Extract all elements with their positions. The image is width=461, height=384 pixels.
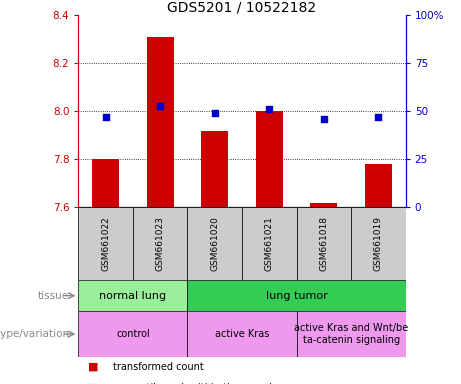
Title: GDS5201 / 10522182: GDS5201 / 10522182 [167,0,317,14]
Point [102,114,109,120]
Text: tissue: tissue [38,291,69,301]
Text: transformed count: transformed count [113,362,204,372]
Point [266,106,273,113]
Text: percentile rank within the sample: percentile rank within the sample [113,383,278,384]
Point [320,116,327,122]
Bar [92,159,119,207]
Point [211,110,219,116]
Bar [365,164,392,207]
Bar [242,207,296,280]
Bar [133,207,188,280]
Point [157,103,164,109]
Text: GSM661022: GSM661022 [101,217,110,271]
Text: lung tumor: lung tumor [266,291,327,301]
Point [375,114,382,120]
Text: control: control [116,329,150,339]
Bar [201,131,228,207]
Text: active Kras: active Kras [215,329,269,339]
Bar [256,111,283,207]
Bar [78,311,188,357]
Text: ■: ■ [88,362,98,372]
Bar [296,311,406,357]
Bar [78,207,133,280]
Bar [78,280,188,311]
Bar [310,202,337,207]
Text: active Kras and Wnt/be
ta-catenin signaling: active Kras and Wnt/be ta-catenin signal… [294,323,408,345]
Bar [188,311,296,357]
Text: GSM661020: GSM661020 [210,217,219,271]
Bar [188,280,406,311]
Bar [188,207,242,280]
Text: normal lung: normal lung [100,291,166,301]
Text: GSM661023: GSM661023 [156,217,165,271]
Text: GSM661018: GSM661018 [319,216,328,271]
Text: GSM661019: GSM661019 [374,216,383,271]
Bar [147,37,174,207]
Bar [351,207,406,280]
Text: genotype/variation: genotype/variation [0,329,69,339]
Text: ■: ■ [88,383,98,384]
Text: GSM661021: GSM661021 [265,217,274,271]
Bar [296,207,351,280]
